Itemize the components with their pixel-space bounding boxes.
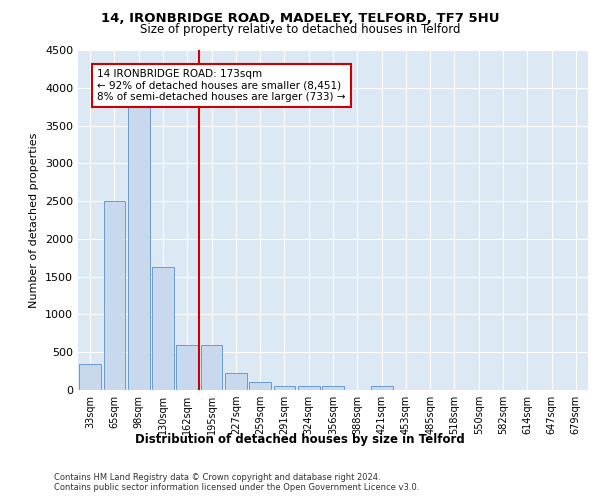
Text: Contains HM Land Registry data © Crown copyright and database right 2024.: Contains HM Land Registry data © Crown c…: [54, 472, 380, 482]
Bar: [104, 201, 125, 390]
Bar: [274, 386, 295, 390]
Text: Distribution of detached houses by size in Telford: Distribution of detached houses by size …: [135, 432, 465, 446]
Bar: [371, 386, 392, 390]
Bar: [225, 372, 247, 390]
Text: 14 IRONBRIDGE ROAD: 173sqm
← 92% of detached houses are smaller (8,451)
8% of se: 14 IRONBRIDGE ROAD: 173sqm ← 92% of deta…: [97, 69, 346, 102]
Bar: [200, 344, 223, 390]
Text: 14, IRONBRIDGE ROAD, MADELEY, TELFORD, TF7 5HU: 14, IRONBRIDGE ROAD, MADELEY, TELFORD, T…: [101, 12, 499, 26]
Bar: [322, 386, 344, 390]
Text: Contains public sector information licensed under the Open Government Licence v3: Contains public sector information licen…: [54, 484, 419, 492]
Bar: [152, 267, 174, 390]
Bar: [249, 382, 271, 390]
Bar: [298, 386, 320, 390]
Bar: [128, 106, 149, 390]
Y-axis label: Number of detached properties: Number of detached properties: [29, 132, 40, 308]
Text: Size of property relative to detached houses in Telford: Size of property relative to detached ho…: [140, 22, 460, 36]
Bar: [79, 364, 101, 390]
Bar: [176, 344, 198, 390]
